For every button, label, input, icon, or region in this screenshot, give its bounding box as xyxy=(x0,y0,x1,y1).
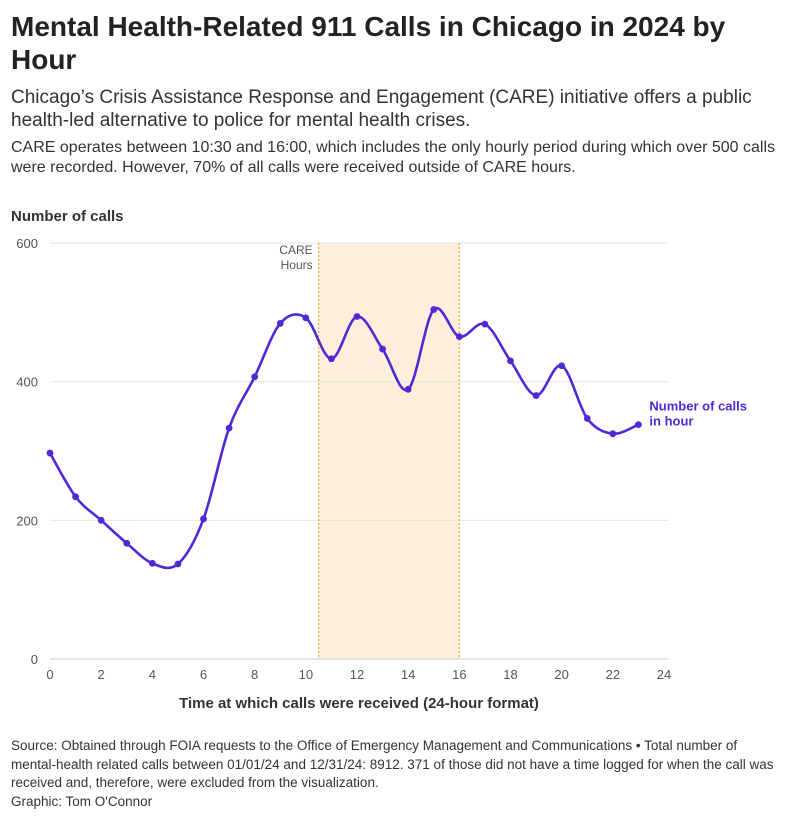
data-point-hour-20 xyxy=(558,362,566,370)
x-axis-label: Time at which calls were received (24-ho… xyxy=(179,695,539,712)
source-note: Source: Obtained through FOIA requests t… xyxy=(11,738,774,790)
data-point-hour-18 xyxy=(507,357,514,365)
data-point-hour-10 xyxy=(302,314,310,322)
data-point-hour-4 xyxy=(148,559,156,567)
data-point-hour-22 xyxy=(609,430,617,438)
x-tick-label: 16 xyxy=(452,667,466,682)
x-tick-label: 6 xyxy=(200,667,207,682)
series-label-line2: in hour xyxy=(649,414,693,429)
gridlines xyxy=(50,242,668,660)
x-tick-label: 4 xyxy=(149,667,156,682)
data-point-hour-19 xyxy=(532,392,540,399)
data-point-hour-8 xyxy=(251,373,259,381)
y-tick-label: 400 xyxy=(16,375,38,390)
data-point-hour-21 xyxy=(583,415,591,422)
x-tick-label: 12 xyxy=(350,667,364,682)
x-tick-label: 8 xyxy=(251,667,258,682)
data-point-hour-17 xyxy=(481,320,489,328)
x-tick-label: 2 xyxy=(98,667,105,682)
data-point-hour-14 xyxy=(404,385,412,393)
series-label-line1: Number of calls xyxy=(649,399,747,414)
x-tick-label: 20 xyxy=(554,667,568,682)
chart-title: Mental Health-Related 911 Calls in Chica… xyxy=(11,11,726,75)
data-point-hour-23 xyxy=(635,421,642,429)
data-point-hour-16 xyxy=(455,333,463,340)
data-point-hour-11 xyxy=(328,355,335,363)
data-point-hour-12 xyxy=(353,313,361,320)
x-tick-label: 22 xyxy=(606,667,620,682)
data-points xyxy=(46,306,642,568)
data-point-hour-7 xyxy=(225,424,233,432)
x-tick-label: 10 xyxy=(299,667,313,682)
x-tick-label: 14 xyxy=(401,667,415,682)
x-tick-label: 24 xyxy=(657,667,671,682)
data-point-hour-6 xyxy=(200,515,207,523)
care-band-label-line2: Hours xyxy=(281,258,313,272)
data-point-hour-15 xyxy=(430,306,438,313)
x-tick-label: 0 xyxy=(46,667,53,682)
chart-subtitle: Chicago’s Crisis Assistance Response and… xyxy=(11,87,752,131)
y-tick-label: 600 xyxy=(16,236,38,251)
data-point-hour-5 xyxy=(174,560,182,568)
data-point-hour-3 xyxy=(123,539,131,547)
data-point-hour-1 xyxy=(72,493,79,501)
y-tick-label: 200 xyxy=(16,513,38,528)
y-tick-label: 0 xyxy=(31,652,38,667)
y-axis-label: Number of calls xyxy=(11,208,124,225)
data-point-hour-0 xyxy=(46,449,54,457)
graphic-credit: Graphic: Tom O'Connor xyxy=(11,794,153,809)
data-point-hour-2 xyxy=(97,516,105,524)
care-band-label-line1: CARE xyxy=(279,243,312,257)
x-tick-label: 18 xyxy=(503,667,517,682)
data-point-hour-9 xyxy=(276,320,284,327)
data-point-hour-13 xyxy=(379,345,386,353)
care-hours-band xyxy=(318,243,460,659)
chart-description: CARE operates between 10:30 and 16:00, w… xyxy=(11,139,776,176)
